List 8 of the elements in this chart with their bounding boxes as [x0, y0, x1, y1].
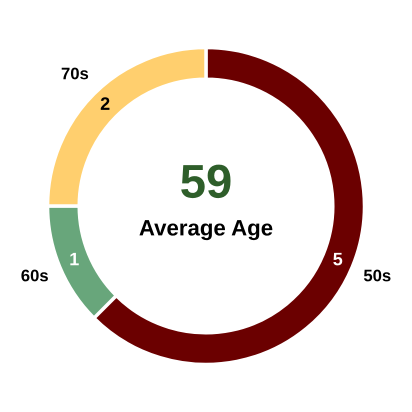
slice-label: 60s	[21, 270, 48, 282]
slice-label: 50s	[364, 270, 391, 282]
text: 59	[181, 164, 231, 198]
data-label: 5	[333, 252, 342, 266]
data-label: 1	[70, 252, 79, 266]
slice-label: 70s	[62, 68, 88, 80]
data-label: 2	[100, 97, 110, 110]
text: Average Age	[139, 220, 272, 240]
